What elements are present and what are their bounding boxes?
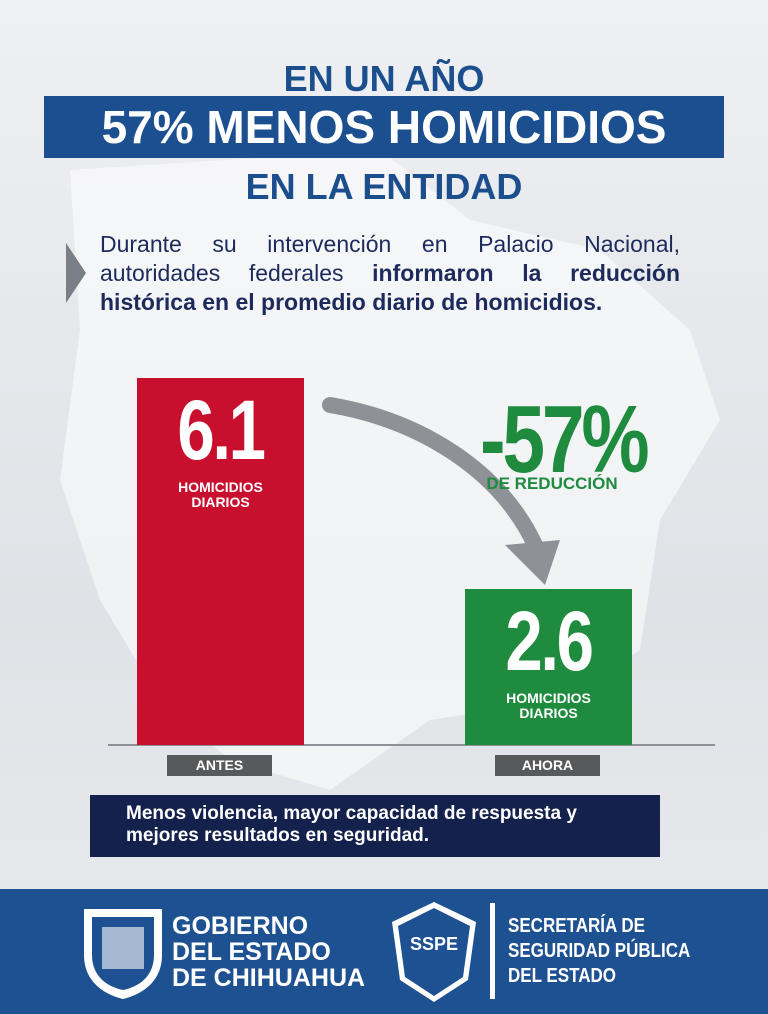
intro-text: Durante su intervención en Palacio Nacio…	[100, 230, 680, 317]
bar: 2.6 HOMICIDIOS DIARIOS	[465, 588, 632, 745]
state-shield	[84, 909, 162, 999]
sspe-badge: SSPE	[392, 902, 476, 1002]
banner: Menos violencia, mayor capacidad de resp…	[90, 795, 660, 857]
annotation: -57%	[480, 386, 650, 493]
value-label: 2.6	[505, 593, 594, 688]
value-label: 6.1	[177, 383, 266, 477]
bar: 6.1 HOMICIDIOS DIARIOS	[137, 378, 304, 745]
annotation-caption: DE REDUCCIÓN	[486, 474, 618, 493]
gov-line: DEL ESTADO	[172, 938, 331, 966]
divider	[490, 903, 495, 999]
title-highlight: 57% MENOS HOMICIDIOS	[44, 96, 724, 158]
bullet-arrow	[66, 243, 86, 303]
secretariat-name: SECRETARÍA DE SEGURIDAD PÚBLICA DEL ESTA…	[508, 914, 690, 989]
sec-line: DEL ESTADO	[508, 965, 617, 987]
intro-plain: Durante su intervención en Palacio Nacio…	[100, 231, 680, 286]
gov-line: DE CHIHUAHUA	[172, 964, 366, 992]
category-label: ANTES	[167, 755, 272, 776]
sec-line: SECRETARÍA DE	[508, 915, 645, 937]
category-label: AHORA	[495, 755, 600, 776]
title-line: EN LA ENTIDAD	[245, 166, 523, 207]
value-caption: HOMICIDIOS DIARIOS	[506, 689, 591, 721]
government-name: GOBIERNO DEL ESTADO DE CHIHUAHUA	[172, 913, 365, 991]
value-caption: HOMICIDIOS DIARIOS	[178, 479, 263, 510]
title-line: EN UN AÑO	[283, 58, 485, 99]
bar-chart: 6.1 HOMICIDIOS DIARIOS ANTES 2.6 HOMICIDIOS …	[137, 378, 632, 776]
intro-bold: informaron la reducción histórica en el …	[100, 260, 680, 315]
badge-text: SSPE	[410, 934, 458, 954]
gov-line: GOBIERNO	[172, 912, 309, 940]
sec-line: SEGURIDAD PÚBLICA	[508, 940, 691, 962]
